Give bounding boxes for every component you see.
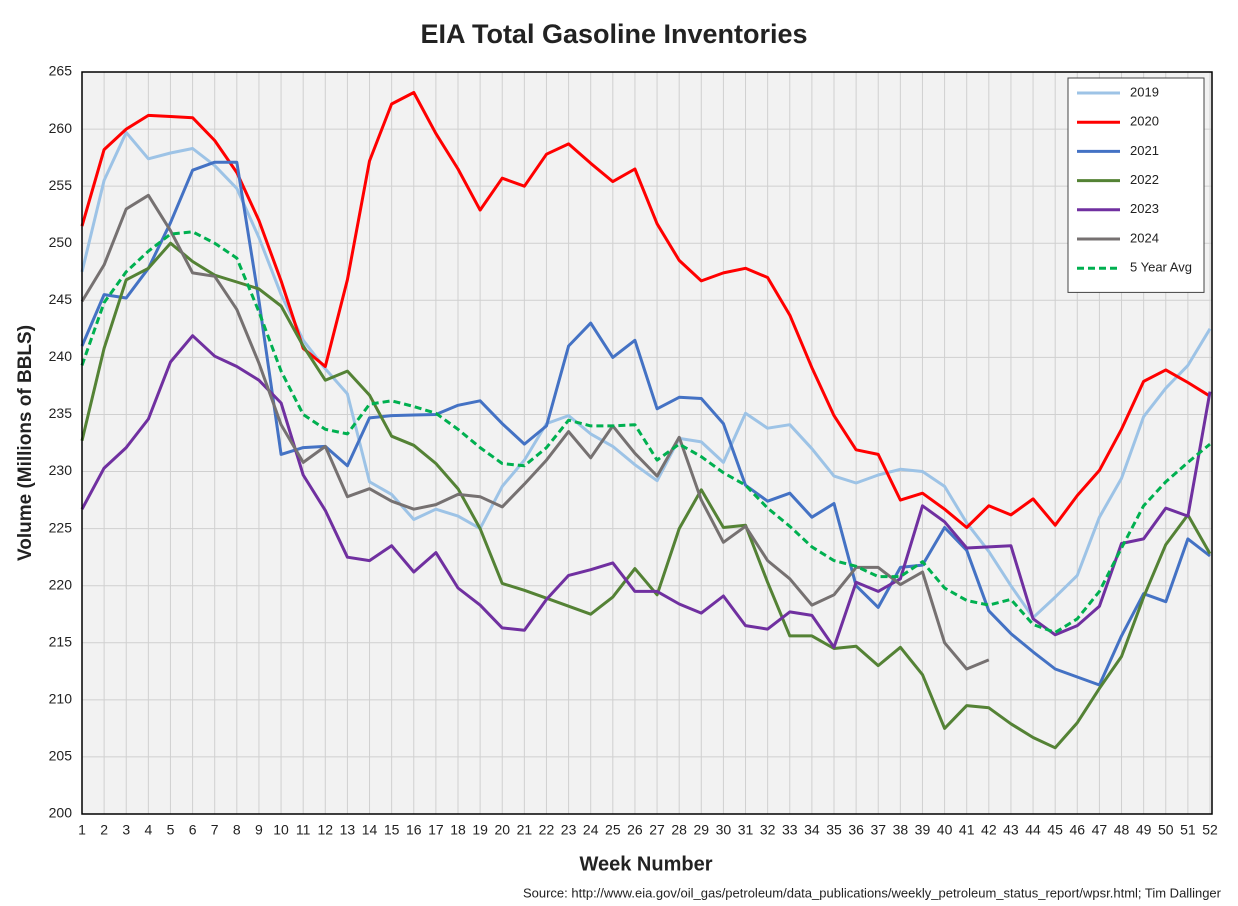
x-tick-label: 16 <box>406 822 422 838</box>
legend-label: 2022 <box>1130 172 1159 187</box>
y-tick-label: 260 <box>49 120 73 136</box>
x-tick-label: 19 <box>472 822 488 838</box>
x-tick-label: 14 <box>362 822 378 838</box>
series-line <box>80 131 1212 620</box>
x-tick-label: 30 <box>716 822 732 838</box>
x-tick-label: 50 <box>1158 822 1174 838</box>
legend-label: 2020 <box>1130 114 1159 129</box>
x-tick-label: 10 <box>273 822 289 838</box>
series-line <box>80 91 1211 529</box>
series-line <box>80 160 1211 687</box>
x-tick-label: 17 <box>428 822 444 838</box>
x-tick-label: 15 <box>384 822 400 838</box>
chart-title: EIA Total Gasoline Inventories <box>420 19 807 49</box>
x-tick-label: 46 <box>1070 822 1086 838</box>
y-tick-label: 215 <box>49 633 73 649</box>
x-tick-label: 23 <box>561 822 577 838</box>
x-tick-label: 32 <box>760 822 776 838</box>
y-tick-label: 205 <box>49 748 73 764</box>
x-tick-label: 39 <box>915 822 931 838</box>
x-tick-label: 8 <box>233 822 241 838</box>
x-tick-label: 43 <box>1003 822 1019 838</box>
x-tick-label: 11 <box>296 822 311 838</box>
y-tick-label: 240 <box>49 348 73 364</box>
y-axis-label: Volume (Millions of BBLS) <box>15 325 36 561</box>
legend-label: 2019 <box>1130 84 1159 99</box>
x-tick-label: 28 <box>671 822 687 838</box>
x-tick-label: 3 <box>122 822 130 838</box>
y-tick-label: 255 <box>49 177 73 193</box>
legend-label: 2024 <box>1130 230 1159 245</box>
x-tick-label: 37 <box>870 822 886 838</box>
x-tick-label: 47 <box>1092 822 1108 838</box>
y-tick-label: 235 <box>49 405 73 421</box>
grid <box>81 71 1212 815</box>
series-line <box>80 230 1211 634</box>
x-axis-label: Week Number <box>579 853 712 875</box>
y-tick-label: 200 <box>49 805 73 821</box>
x-tick-label: 42 <box>981 822 997 838</box>
x-tick-label: 36 <box>848 822 864 838</box>
x-tick-label: 1 <box>78 822 86 838</box>
y-tick-label: 250 <box>49 234 73 250</box>
x-tick-label: 51 <box>1180 822 1196 838</box>
x-tick-label: 31 <box>738 822 754 838</box>
x-tick-label: 45 <box>1047 822 1063 838</box>
y-tick-label: 265 <box>49 63 73 79</box>
legend-label: 2021 <box>1130 143 1159 158</box>
y-tick-label: 210 <box>49 691 73 707</box>
legend-label: 5 Year Avg <box>1130 260 1192 275</box>
y-tick-label: 220 <box>49 576 73 592</box>
legend-box <box>1067 77 1205 293</box>
x-tick-label: 12 <box>318 822 334 838</box>
x-tick-label: 22 <box>539 822 555 838</box>
x-tick-label: 5 <box>167 822 175 838</box>
ticks: 2002052102152202252302352402452502552602… <box>49 63 1218 838</box>
x-tick-label: 7 <box>211 822 219 838</box>
x-tick-label: 9 <box>255 822 263 838</box>
series-line <box>80 193 990 671</box>
plot-frame <box>81 71 1213 815</box>
x-tick-label: 26 <box>627 822 643 838</box>
x-tick-label: 13 <box>340 822 356 838</box>
x-tick-label: 18 <box>450 822 466 838</box>
x-tick-label: 34 <box>804 822 820 838</box>
legend-label: 2023 <box>1130 201 1159 216</box>
lines <box>80 91 1212 750</box>
x-tick-label: 44 <box>1025 822 1041 838</box>
x-tick-label: 40 <box>937 822 953 838</box>
x-tick-label: 41 <box>959 822 975 838</box>
series-line <box>80 241 1212 750</box>
x-tick-label: 25 <box>605 822 621 838</box>
x-tick-label: 2 <box>100 822 108 838</box>
y-tick-label: 245 <box>49 291 73 307</box>
x-tick-label: 6 <box>189 822 197 838</box>
legend: 2019 2020 2021 2022 2023 2024 5 Year Avg <box>1067 77 1205 293</box>
x-tick-label: 27 <box>649 822 665 838</box>
y-tick-label: 230 <box>49 462 73 478</box>
x-tick-label: 38 <box>893 822 909 838</box>
x-tick-label: 33 <box>782 822 798 838</box>
source-note: Source: http://www.eia.gov/oil_gas/petro… <box>523 885 1222 900</box>
x-tick-label: 20 <box>494 822 510 838</box>
x-tick-label: 4 <box>144 822 152 838</box>
x-tick-label: 35 <box>826 822 842 838</box>
x-tick-label: 52 <box>1202 822 1218 838</box>
y-tick-label: 225 <box>49 519 73 535</box>
x-tick-label: 48 <box>1114 822 1130 838</box>
x-tick-label: 29 <box>694 822 710 838</box>
x-tick-label: 21 <box>517 822 533 838</box>
x-tick-label: 24 <box>583 822 599 838</box>
x-tick-label: 49 <box>1136 822 1152 838</box>
